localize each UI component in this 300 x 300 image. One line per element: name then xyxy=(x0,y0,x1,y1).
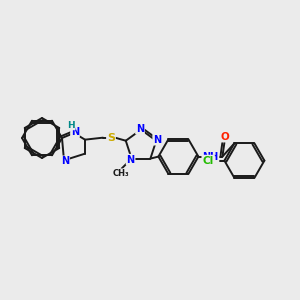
Text: N: N xyxy=(127,154,135,165)
Text: N: N xyxy=(136,124,144,134)
Text: O: O xyxy=(220,132,229,142)
Text: H: H xyxy=(67,121,75,130)
Text: N: N xyxy=(71,127,79,137)
Text: N: N xyxy=(153,135,161,145)
Text: S: S xyxy=(107,133,115,143)
Text: NH: NH xyxy=(202,152,218,162)
Text: Cl: Cl xyxy=(203,156,214,166)
Text: CH₃: CH₃ xyxy=(112,169,129,178)
Text: N: N xyxy=(61,156,69,166)
